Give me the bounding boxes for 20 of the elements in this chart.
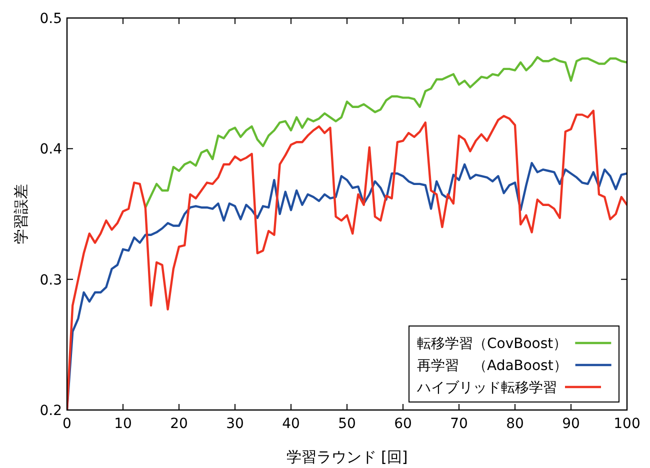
y-tick-label: 0.5 [40, 11, 62, 27]
x-tick-label: 80 [506, 416, 524, 432]
x-tick-label: 50 [338, 416, 356, 432]
x-tick-label: 20 [170, 416, 188, 432]
x-tick-label: 30 [226, 416, 244, 432]
x-tick-label: 100 [614, 416, 640, 432]
y-axis-title: 学習誤差 [12, 184, 30, 244]
x-tick-label: 10 [114, 416, 132, 432]
y-tick-label: 0.4 [40, 142, 62, 158]
y-tick-label: 0.3 [40, 272, 62, 288]
x-tick-label: 60 [394, 416, 412, 432]
legend-label: 再学習 （AdaBoost） [417, 358, 568, 374]
legend-label: 転移学習（CovBoost） [417, 336, 568, 352]
y-tick-label: 0.2 [40, 403, 62, 419]
legend-label: ハイブリッド転移学習 [416, 380, 557, 396]
x-tick-label: 90 [562, 416, 580, 432]
x-tick-label: 0 [62, 416, 72, 432]
x-axis-title: 学習ラウンド [回] [286, 448, 408, 466]
x-tick-label: 70 [450, 416, 468, 432]
x-tick-label: 40 [282, 416, 300, 432]
